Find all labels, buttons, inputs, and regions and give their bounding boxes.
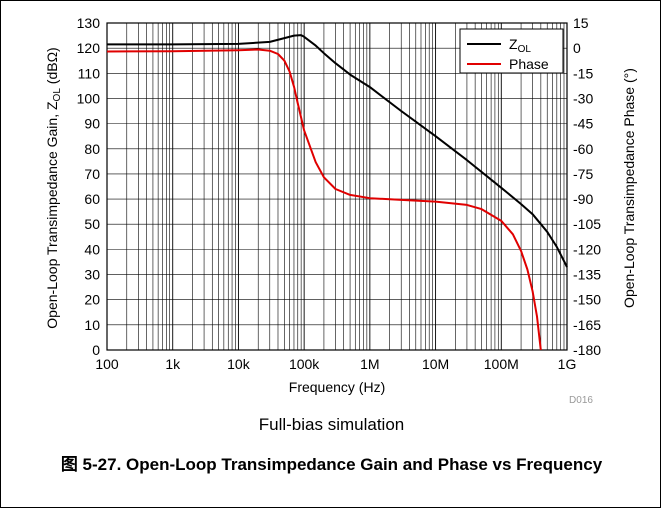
y-tick-label-left: 120 xyxy=(77,40,101,56)
series-lines xyxy=(106,34,568,351)
legend: ZOL Phase xyxy=(459,28,564,74)
y-tick-label-right: -150 xyxy=(573,292,601,308)
x-tick-label: 100k xyxy=(289,356,320,372)
y-tick-label-left: 60 xyxy=(84,191,100,207)
x-tick-label: 100M xyxy=(484,356,519,372)
y-tick-label-left: 90 xyxy=(84,116,100,132)
y-tick-label-right: -75 xyxy=(573,166,593,182)
y-axis-label-left: Open-Loop Transimpedance Gain, ZOL (dBΩ) xyxy=(44,47,63,328)
x-tick-label: 10k xyxy=(227,356,251,372)
y-tick-label-right: -105 xyxy=(573,216,601,232)
zol-gain-line xyxy=(107,34,568,268)
y-tick-label-left: 0 xyxy=(92,342,100,358)
y-tick-label-right: -15 xyxy=(573,65,593,81)
y-tick-label-left: 40 xyxy=(84,241,100,257)
legend-box xyxy=(459,28,564,74)
y-tick-label-right: -120 xyxy=(573,241,601,257)
x-tick-label: 100 xyxy=(95,356,119,372)
y-tick-label-left: 70 xyxy=(84,166,100,182)
figure-caption: Full-bias simulation xyxy=(258,415,405,434)
x-tick-label: 1G xyxy=(558,356,577,372)
legend-label-zol: ZOL xyxy=(509,36,531,55)
y-tick-label-left: 100 xyxy=(77,90,101,106)
y-tick-label-left: 20 xyxy=(84,292,100,308)
plot-border xyxy=(106,22,568,351)
x-tick-label: 1k xyxy=(165,356,181,372)
y-tick-label-right: -30 xyxy=(573,90,593,106)
chart: 100 1k 10k 100k 1M 10M 100M 1G 0 10 20 30 40 50 60 70 80… xyxy=(44,15,637,406)
y-tick-label-left: 50 xyxy=(84,216,100,232)
y-tick-label-left: 10 xyxy=(84,317,100,333)
y-tick-label-left: 80 xyxy=(84,141,100,157)
y-tick-label-right: -180 xyxy=(573,342,601,358)
figure-code: D016 xyxy=(569,395,593,406)
y-tick-label-right: -165 xyxy=(573,317,601,333)
y-tick-label-right: -60 xyxy=(573,141,593,157)
y-tick-label-left: 130 xyxy=(77,15,101,31)
y-tick-label-right: -90 xyxy=(573,191,593,207)
x-axis-label: Frequency (Hz) xyxy=(289,379,385,395)
legend-label-phase: Phase xyxy=(509,56,549,72)
y-tick-label-right: 0 xyxy=(573,40,581,56)
grid xyxy=(106,22,567,351)
y-tick-label-right: -135 xyxy=(573,267,601,283)
y-tick-label-right: -45 xyxy=(573,116,593,132)
x-tick-label: 1M xyxy=(360,356,379,372)
y-tick-label-left: 30 xyxy=(84,267,100,283)
y-axis-label-right: Open-Loop Transimpedance Phase (°) xyxy=(621,68,637,308)
y-tick-label-left: 110 xyxy=(78,65,101,81)
figure-title: 图 5-27. Open-Loop Transimpedance Gain an… xyxy=(60,455,603,474)
phase-line xyxy=(106,48,542,351)
x-tick-label: 10M xyxy=(422,356,449,372)
y-tick-label-right: 15 xyxy=(573,15,589,31)
tick-labels: 100 1k 10k 100k 1M 10M 100M 1G 0 10 20 30 40 50 60 70 80… xyxy=(77,15,602,372)
